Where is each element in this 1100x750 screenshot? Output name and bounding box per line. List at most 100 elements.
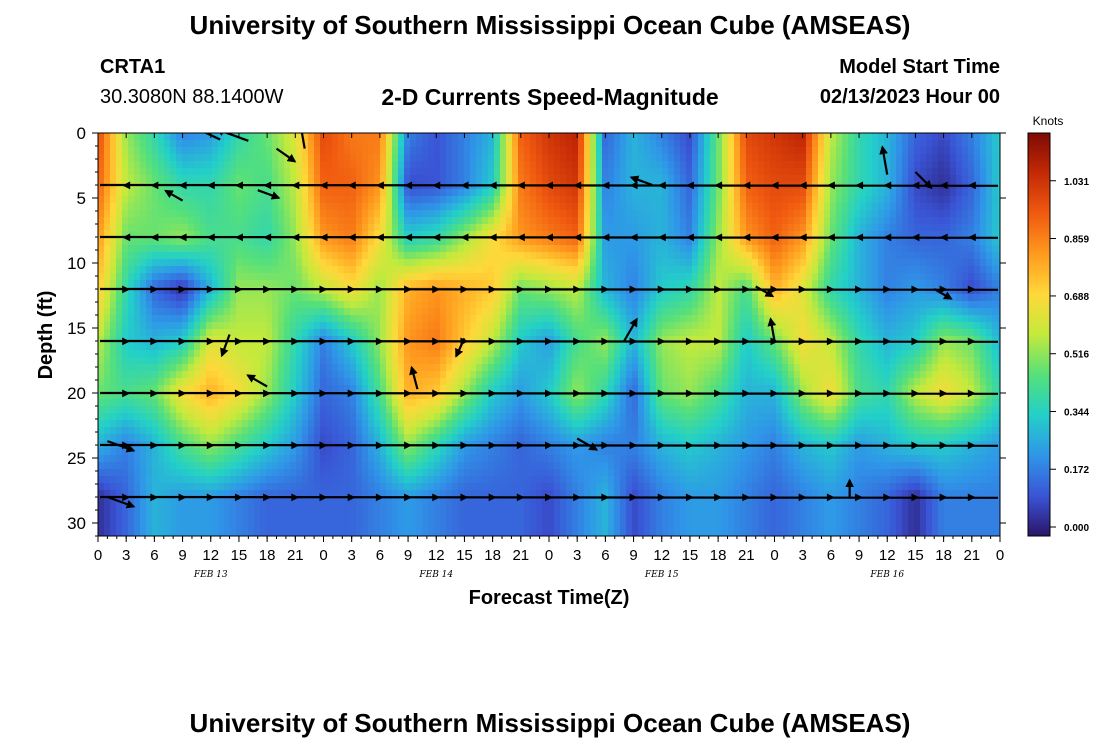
heatmap-cell — [236, 504, 243, 512]
heatmap-cell — [524, 434, 531, 442]
heatmap-cell — [188, 511, 195, 519]
heatmap-cell — [128, 259, 135, 267]
heatmap-cell — [152, 455, 159, 463]
heatmap-cell — [206, 525, 213, 533]
heatmap-cell — [158, 245, 165, 253]
heatmap-cell — [236, 301, 243, 309]
heatmap-cell — [524, 406, 531, 414]
heatmap-cell — [326, 238, 333, 246]
heatmap-cell — [608, 203, 615, 211]
heatmap-cell — [488, 273, 495, 281]
heatmap-cell — [338, 448, 345, 456]
heatmap-cell — [278, 350, 285, 358]
heatmap-cell — [98, 266, 105, 274]
heatmap-cell — [488, 252, 495, 260]
heatmap-cell — [548, 406, 555, 414]
heatmap-cell — [314, 154, 321, 162]
heatmap-cell — [272, 462, 279, 470]
heatmap-cell — [314, 399, 321, 407]
heatmap-cell — [584, 490, 591, 498]
heatmap-cell — [434, 273, 441, 281]
heatmap-cell — [602, 378, 609, 386]
heatmap-cell — [392, 231, 399, 239]
heatmap-cell — [152, 175, 159, 183]
heatmap-cell — [350, 427, 357, 435]
heatmap-cell — [584, 532, 591, 536]
heatmap-cell — [356, 133, 363, 141]
heatmap-cell — [428, 336, 435, 344]
heatmap-cell — [188, 371, 195, 379]
heatmap-cell — [524, 364, 531, 372]
heatmap-cell — [356, 196, 363, 204]
heatmap-cell — [410, 462, 417, 470]
heatmap-cell — [296, 140, 303, 148]
heatmap-cell — [284, 483, 291, 491]
heatmap-cell — [194, 315, 201, 323]
heatmap-cell — [410, 147, 417, 155]
heatmap-cell — [512, 252, 519, 260]
heatmap-cell — [440, 189, 447, 197]
heatmap-cell — [170, 518, 177, 526]
heatmap-cell — [116, 315, 123, 323]
heatmap-cell — [572, 511, 579, 519]
heatmap-cell — [476, 462, 483, 470]
heatmap-cell — [572, 497, 579, 505]
heatmap-cell — [290, 231, 297, 239]
heatmap-cell — [482, 154, 489, 162]
heatmap-cell — [134, 231, 141, 239]
heatmap-cell — [254, 315, 261, 323]
heatmap-cell — [194, 140, 201, 148]
heatmap-cell — [536, 371, 543, 379]
heatmap-cell — [188, 504, 195, 512]
heatmap-cell — [476, 364, 483, 372]
heatmap-cell — [548, 511, 555, 519]
heatmap-cell — [194, 448, 201, 456]
heatmap-cell — [566, 245, 573, 253]
heatmap-cell — [578, 294, 585, 302]
heatmap-cell — [440, 525, 447, 533]
heatmap-cell — [272, 280, 279, 288]
heatmap-cell — [452, 483, 459, 491]
heatmap-cell — [104, 385, 111, 393]
heatmap-cell — [212, 371, 219, 379]
heatmap-cell — [314, 371, 321, 379]
heatmap-cell — [134, 217, 141, 225]
heatmap-cell — [368, 434, 375, 442]
heatmap-cell — [122, 217, 129, 225]
heatmap-cell — [542, 364, 549, 372]
heatmap-cell — [110, 315, 117, 323]
heatmap-cell — [464, 189, 471, 197]
heatmap-cell — [578, 259, 585, 267]
heatmap-cell — [350, 413, 357, 421]
heatmap-cell — [188, 462, 195, 470]
heatmap-cell — [512, 455, 519, 463]
heatmap-cell — [410, 455, 417, 463]
heatmap-cell — [302, 301, 309, 309]
heatmap-cell — [170, 490, 177, 498]
heatmap-cell — [566, 280, 573, 288]
heatmap-cell — [572, 343, 579, 351]
heatmap-cell — [140, 259, 147, 267]
heatmap-cell — [218, 217, 225, 225]
heatmap-cell — [434, 168, 441, 176]
heatmap-cell — [476, 427, 483, 435]
heatmap-cell — [374, 497, 381, 505]
heatmap-cell — [284, 231, 291, 239]
heatmap-cell — [224, 434, 231, 442]
heatmap-cell — [224, 231, 231, 239]
heatmap-cell — [410, 399, 417, 407]
heatmap-cell — [470, 434, 477, 442]
heatmap-cell — [536, 238, 543, 246]
heatmap-cell — [398, 525, 405, 533]
heatmap-cell — [494, 490, 501, 498]
heatmap-cell — [404, 504, 411, 512]
heatmap-cell — [386, 203, 393, 211]
heatmap-cell — [272, 483, 279, 491]
heatmap-cell — [326, 322, 333, 330]
heatmap-cell — [482, 252, 489, 260]
heatmap-cell — [404, 140, 411, 148]
heatmap-cell — [170, 504, 177, 512]
heatmap-cell — [590, 161, 597, 169]
heatmap-cell — [146, 357, 153, 365]
heatmap-cell — [584, 175, 591, 183]
